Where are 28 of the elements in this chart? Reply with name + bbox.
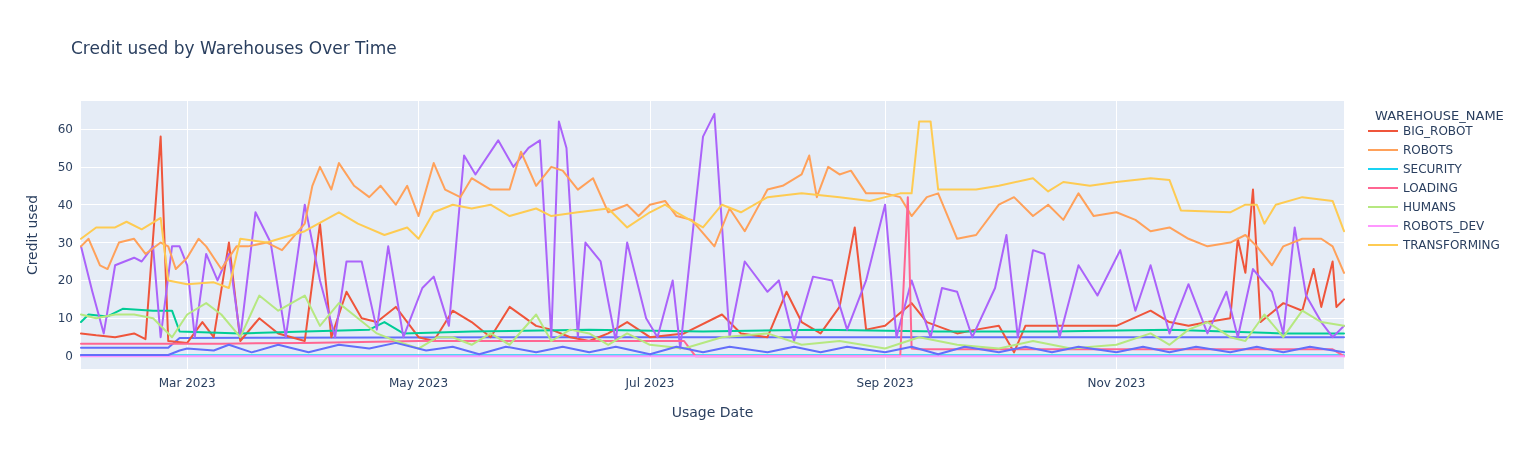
y-tick-label: 0: [65, 349, 73, 364]
legend-label: BIG_ROBOT: [1403, 124, 1474, 138]
legend-label: HUMANS: [1403, 200, 1456, 214]
y-axis-title: Credit used: [24, 194, 40, 276]
legend-label: SECURITY: [1403, 162, 1463, 176]
y-tick-label: 20: [57, 273, 73, 288]
line-series: [80, 307, 1345, 335]
line-series: [80, 120, 1345, 289]
chart-title: Credit used by Warehouses Over Time: [71, 37, 397, 58]
x-axis-title: Usage Date: [671, 404, 754, 420]
x-tick-label: Jul 2023: [624, 376, 675, 390]
y-tick-label: 10: [57, 311, 73, 326]
legend-label: ROBOTS: [1403, 143, 1454, 157]
line-series: [80, 341, 1345, 356]
legend-title: WAREHOUSE_NAME: [1375, 108, 1504, 123]
x-tick-label: Mar 2023: [158, 376, 216, 390]
y-tick-label: 40: [57, 197, 73, 212]
x-tick-label: May 2023: [388, 376, 449, 390]
y-tick-label: 30: [57, 235, 73, 250]
legend-label: ROBOTS_DEV: [1403, 219, 1486, 233]
x-tick-label: Sep 2023: [856, 376, 914, 390]
y-tick-label: 60: [57, 122, 73, 137]
legend-label: LOADING: [1403, 181, 1458, 195]
line-series: [80, 294, 1345, 350]
y-tick-label: 50: [57, 159, 73, 174]
x-tick-label: Nov 2023: [1087, 376, 1146, 390]
line-series: [80, 150, 1345, 274]
legend-label: TRANSFORMING: [1402, 238, 1500, 252]
